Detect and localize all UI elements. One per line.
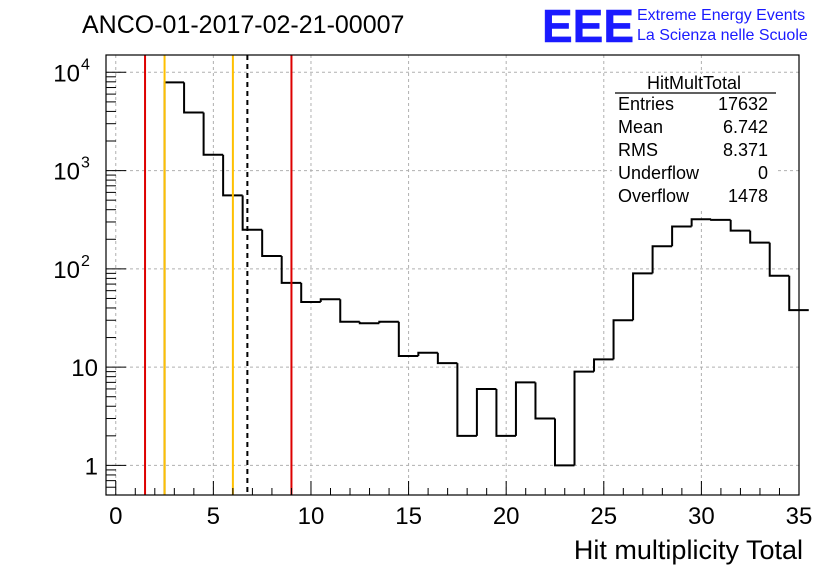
histogram-bin: [202, 112, 224, 156]
stats-label: Overflow: [618, 186, 690, 206]
histogram-bin: [475, 387, 497, 436]
stats-label: Entries: [618, 94, 674, 114]
histogram-bin: [183, 82, 204, 114]
histogram-bin: [553, 418, 575, 467]
y-tick-label: 10: [53, 60, 80, 87]
stats-box: HitMultTotal Entries 17632 Mean 6.742 RMS 8.3…: [612, 73, 777, 209]
y-tick-label: 10: [53, 257, 80, 284]
histogram-bin: [690, 218, 712, 227]
x-tick-label: 35: [786, 503, 813, 530]
x-tick-label: 20: [493, 503, 520, 530]
y-tick-exponent: 4: [81, 56, 90, 73]
histogram-bin: [417, 351, 438, 356]
stats-value: 17632: [718, 94, 768, 114]
y-tick-exponent: 3: [81, 155, 90, 172]
y-tick-exponent: 2: [81, 253, 90, 270]
x-tick-label: 0: [109, 503, 122, 530]
histogram-bin: [495, 388, 516, 437]
threshold-lines: [144, 55, 293, 495]
stats-label: RMS: [618, 140, 658, 160]
y-tick-label: 10: [71, 355, 98, 382]
histogram-bin: [280, 256, 302, 284]
histogram-bin: [319, 298, 341, 303]
stats-label: Underflow: [618, 163, 700, 183]
x-tick-label: 30: [688, 503, 715, 530]
logo-line1: Extreme Energy Events: [637, 7, 805, 24]
histogram-bin: [300, 282, 321, 304]
histogram-bin: [573, 370, 595, 466]
histogram-bin: [339, 299, 360, 323]
histogram-bin: [710, 218, 731, 221]
histogram-bin: [768, 242, 790, 277]
stats-label: Mean: [618, 117, 663, 137]
y-tick-label: 1: [85, 453, 98, 480]
histogram-bin: [788, 275, 809, 312]
eee-logo: EEE Extreme Energy Events La Scienza nel…: [542, 0, 808, 52]
logo-letters: EEE: [542, 0, 634, 52]
histogram-bin: [749, 230, 770, 244]
histogram-bin: [261, 229, 282, 258]
histogram-bin: [358, 321, 380, 325]
histogram-bin: [456, 363, 477, 437]
x-tick-label: 15: [395, 503, 422, 530]
stats-value: 1478: [728, 186, 768, 206]
histogram-bin: [671, 225, 692, 247]
histogram-bin: [514, 381, 536, 436]
histogram-bin: [222, 154, 243, 197]
x-tick-label: 10: [298, 503, 325, 530]
histogram-bin: [534, 382, 555, 420]
histogram-bin: [632, 272, 653, 321]
histogram-bin: [612, 319, 634, 360]
x-tick-label: 5: [207, 503, 220, 530]
histogram-bin: [651, 245, 673, 274]
chart-title: ANCO-01-2017-02-21-00007: [82, 11, 404, 39]
stats-rows: Entries 17632 Mean 6.742 RMS 8.371 Underflow 0 O…: [618, 94, 768, 206]
stats-title: HitMultTotal: [647, 73, 741, 93]
histogram-bin: [436, 352, 458, 365]
histogram-bars: [163, 81, 809, 495]
histogram-bin: [241, 195, 263, 231]
x-axis-label: Hit multiplicity Total: [574, 535, 803, 565]
histogram-bin: [397, 321, 419, 357]
stats-value: 0: [758, 163, 768, 183]
y-tick-label: 10: [53, 159, 80, 186]
histogram-bin: [163, 81, 185, 495]
x-tick-label: 25: [590, 503, 617, 530]
stats-box-bg: [612, 74, 777, 209]
stats-value: 8.371: [723, 140, 768, 160]
histogram-bin: [593, 358, 614, 372]
plot-frame: [105, 54, 800, 496]
histogram-bin: [378, 320, 399, 324]
histogram-bin: [729, 219, 751, 232]
stats-value: 6.742: [723, 117, 768, 137]
x-axis: 0 5 10 15 20 25 30 35: [109, 481, 812, 530]
logo-line2: La Scienza nelle Scuole: [637, 27, 808, 44]
